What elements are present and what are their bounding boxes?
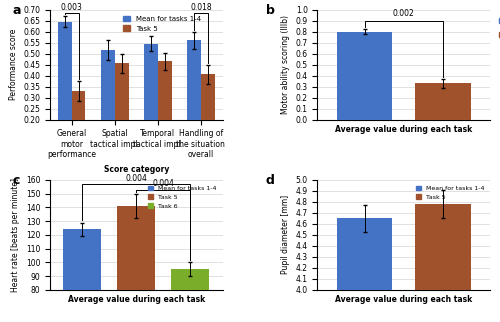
Text: d: d (266, 175, 274, 187)
X-axis label: Average value during each task: Average value during each task (335, 295, 472, 304)
Text: 0.004: 0.004 (152, 179, 174, 188)
Bar (201, 74, 214, 164)
Bar (416, 204, 470, 322)
Bar (58, 22, 71, 164)
Y-axis label: Heart rate [beats per minute]: Heart rate [beats per minute] (11, 178, 20, 292)
Text: c: c (12, 175, 20, 187)
Bar (72, 91, 86, 164)
Y-axis label: Pupil diameter [mm]: Pupil diameter [mm] (281, 195, 290, 274)
Y-axis label: Motor ability scoring (IIIb): Motor ability scoring (IIIb) (281, 15, 290, 114)
Bar (158, 61, 172, 164)
Text: 0.004: 0.004 (126, 174, 147, 183)
Legend: Clearing pistol stoppage
without threat (Task 6), Clearing pistol stoppage
under: Clearing pistol stoppage without threat … (496, 13, 500, 43)
Bar (416, 83, 470, 119)
Text: 0.002: 0.002 (393, 9, 414, 18)
Text: 0.018: 0.018 (190, 3, 212, 12)
Bar (144, 44, 158, 164)
X-axis label: Average value during each task: Average value during each task (68, 295, 205, 304)
Bar (337, 218, 392, 322)
X-axis label: Average value during each task: Average value during each task (335, 125, 472, 134)
Text: a: a (12, 4, 20, 17)
Bar (337, 32, 392, 119)
Bar (101, 50, 114, 164)
Legend: Mean for tasks 1-4, Task 5: Mean for tasks 1-4, Task 5 (120, 13, 204, 34)
Text: b: b (266, 4, 274, 17)
Text: 0.003: 0.003 (60, 3, 82, 12)
Bar (118, 206, 156, 322)
Y-axis label: Performance score: Performance score (8, 29, 18, 100)
X-axis label: Score category: Score category (104, 165, 169, 174)
Bar (171, 269, 209, 322)
Bar (114, 63, 128, 164)
Legend: Mean for tasks 1-4, Task 5, Task 6: Mean for tasks 1-4, Task 5, Task 6 (146, 183, 220, 211)
Bar (64, 229, 102, 322)
Bar (187, 41, 201, 164)
Legend: Mean for tasks 1-4, Task 5: Mean for tasks 1-4, Task 5 (414, 183, 487, 202)
